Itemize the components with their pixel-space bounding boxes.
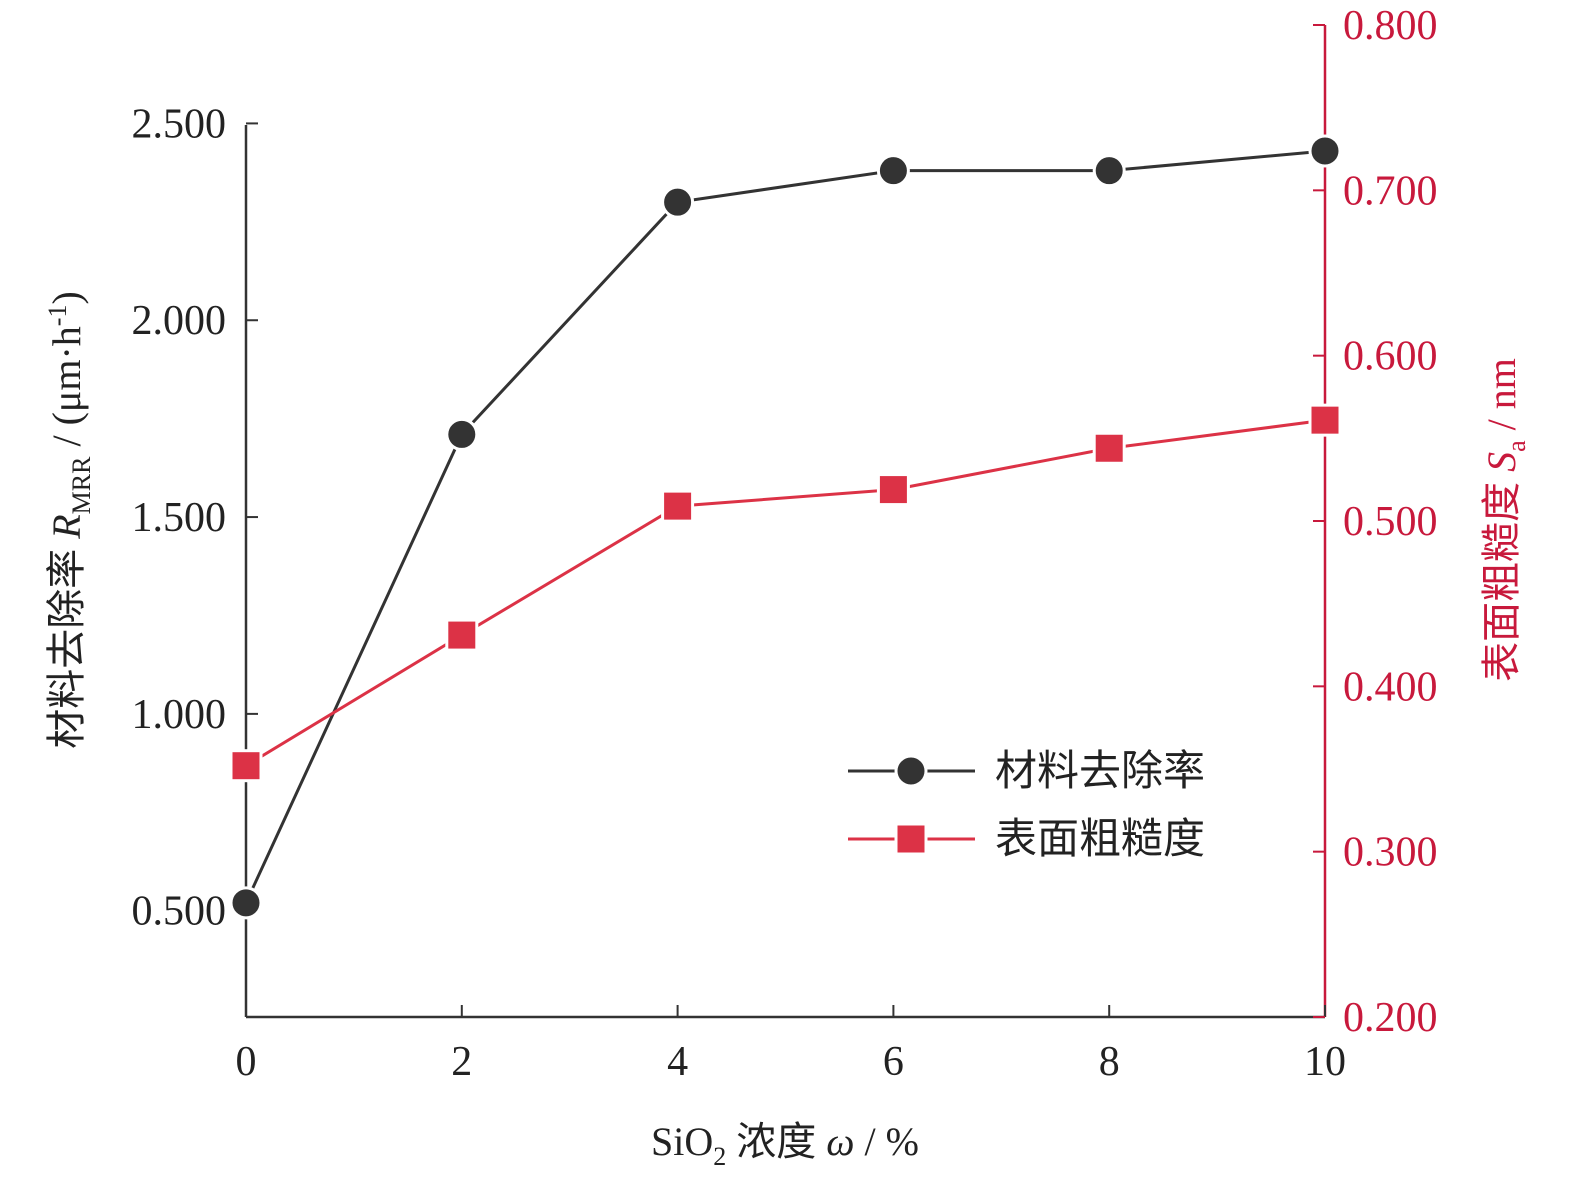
right-y-tick-label: 0.600 bbox=[1343, 334, 1438, 380]
data-point-roughness bbox=[661, 489, 695, 523]
series-layer bbox=[229, 134, 1342, 920]
left-y-tick-label: 1.000 bbox=[132, 692, 227, 738]
legend: 材料去除率 表面粗糙度 bbox=[848, 748, 1205, 863]
x-axis-label: SiO2 浓度 ω / % bbox=[651, 1119, 919, 1171]
axes bbox=[244, 25, 1327, 1019]
left-y-tick-label: 2.000 bbox=[132, 298, 227, 344]
data-point-roughness bbox=[1092, 431, 1126, 465]
data-point-removal-rate bbox=[445, 417, 479, 451]
data-point-roughness bbox=[1308, 403, 1342, 437]
left-y-tick-label: 2.500 bbox=[132, 101, 227, 147]
right-y-tick-label: 0.500 bbox=[1343, 499, 1438, 545]
right-y-tick-label: 0.200 bbox=[1343, 995, 1438, 1041]
data-point-roughness bbox=[229, 749, 263, 783]
legend-marker-roughness bbox=[894, 822, 928, 856]
data-point-removal-rate bbox=[1092, 154, 1126, 188]
x-tick-label: 10 bbox=[1304, 1039, 1346, 1085]
right-y-axis-label: 表面粗糙度 Sa / nm bbox=[1479, 358, 1531, 682]
data-point-removal-rate bbox=[1308, 134, 1342, 168]
right-y-tick-label: 0.700 bbox=[1343, 168, 1438, 214]
legend-item-removal-rate: 材料去除率 bbox=[848, 748, 1205, 795]
legend-label-removal-rate: 材料去除率 bbox=[995, 748, 1205, 795]
legend-label-roughness: 表面粗糙度 bbox=[995, 817, 1205, 863]
right-y-tick-label: 0.400 bbox=[1343, 664, 1438, 710]
right-y-tick-label: 0.800 bbox=[1343, 3, 1438, 49]
left-y-tick-label: 1.500 bbox=[132, 495, 227, 541]
x-tick-label: 6 bbox=[883, 1039, 904, 1085]
x-tick-label: 8 bbox=[1099, 1039, 1120, 1085]
data-point-roughness bbox=[876, 473, 910, 507]
legend-marker-removal-rate bbox=[894, 754, 928, 788]
series-line-roughness bbox=[245, 418, 1326, 767]
legend-item-roughness: 表面粗糙度 bbox=[848, 817, 1205, 863]
x-tick-label: 2 bbox=[451, 1039, 472, 1085]
left-y-axis-label: 材料去除率 RMRR / (μm·h-1) bbox=[43, 291, 96, 749]
data-point-removal-rate bbox=[229, 886, 263, 920]
data-point-removal-rate bbox=[876, 154, 910, 188]
series-line-removal-rate bbox=[244, 149, 1326, 904]
right-y-tick-label: 0.300 bbox=[1343, 830, 1438, 876]
ticks: 0 2 4 6 8 10 0.500 1.000 1.500 2.000 2.500 0.200 0.3… bbox=[132, 3, 1438, 1085]
data-point-removal-rate bbox=[661, 185, 695, 219]
x-tick-label: 4 bbox=[667, 1039, 688, 1085]
x-tick-label: 0 bbox=[236, 1039, 257, 1085]
left-y-tick-label: 0.500 bbox=[132, 889, 227, 935]
data-point-roughness bbox=[445, 618, 479, 652]
